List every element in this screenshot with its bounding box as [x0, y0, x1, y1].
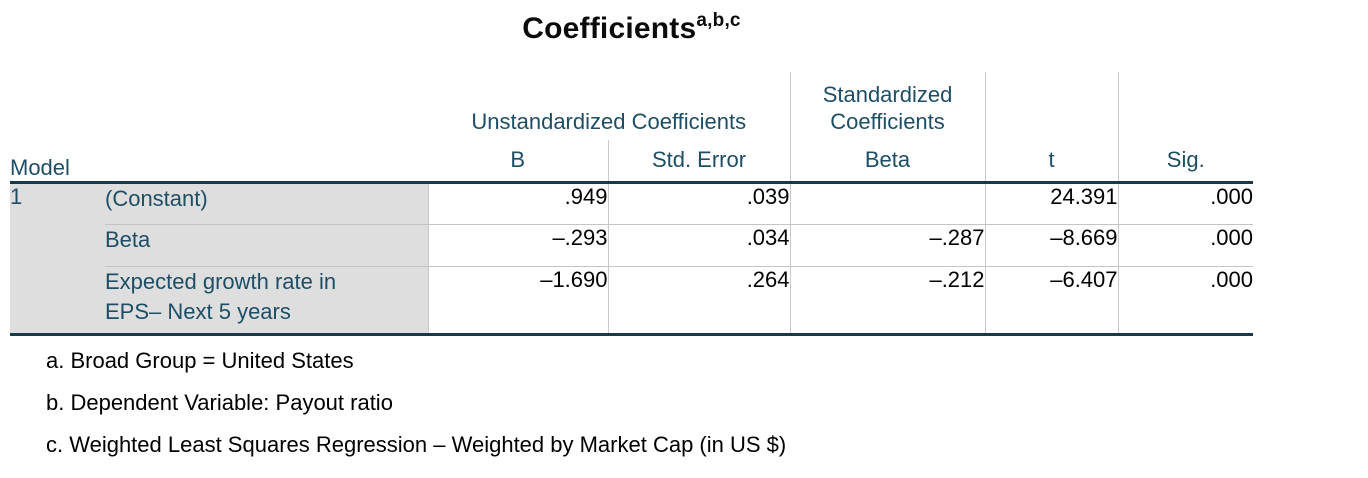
header-group-row: Unstandardized Coefficients Standardized…	[10, 72, 1253, 140]
cell-b: .949	[428, 182, 609, 225]
header-col-t: t	[985, 140, 1119, 184]
cell-t: 24.391	[985, 182, 1119, 225]
table-title: Coefficientsa,b,c	[10, 10, 1253, 54]
coefficients-output: Coefficientsa,b,c Unstandardized Coeffic…	[10, 6, 1254, 475]
cell-beta: –.287	[790, 224, 986, 267]
cell-sig: .000	[1118, 224, 1254, 267]
cell-std-error: .264	[608, 266, 791, 336]
row-label-constant: (Constant)	[105, 182, 429, 225]
cell-b: –1.690	[428, 266, 609, 336]
row-label-beta: Beta	[105, 224, 429, 267]
model-number-cell: 1	[10, 182, 105, 336]
table-row: 1 (Constant) .949 .039 24.391 .000	[10, 182, 1254, 336]
footnote-b: b. Dependent Variable: Payout ratio	[46, 389, 393, 415]
header-model: Model	[10, 140, 428, 184]
table-row: Beta –.293 .034 –.287 –8.669 .000	[10, 224, 1254, 267]
cell-t: –8.669	[985, 224, 1119, 267]
header-group-standardized: Standardized Coefficients	[790, 72, 986, 140]
header-col-b: B	[428, 140, 609, 184]
cell-beta	[790, 182, 986, 225]
cell-sig: .000	[1118, 266, 1254, 336]
header-t-spacer	[985, 72, 1119, 140]
footnote-c: c. Weighted Least Squares Regression – W…	[46, 431, 787, 457]
cell-std-error: .034	[608, 224, 791, 267]
header-group-unstandardized: Unstandardized Coefficients	[428, 72, 791, 140]
header-column-row: Model B Std. Error Beta t Sig.	[10, 140, 1254, 184]
row-label-text: Expected growth rate in EPS– Next 5 year…	[105, 268, 337, 324]
table-row: Expected growth rate in EPS– Next 5 year…	[10, 266, 1254, 336]
header-col-sig: Sig.	[1118, 140, 1254, 184]
cell-sig: .000	[1118, 182, 1254, 225]
header-col-std-error: Std. Error	[608, 140, 791, 184]
cell-t: –6.407	[985, 266, 1119, 336]
footnotes: a. Broad Group = United States b. Depend…	[46, 347, 1253, 457]
cell-b: –.293	[428, 224, 609, 267]
header-sig-spacer	[1118, 72, 1253, 140]
header-col-beta: Beta	[790, 140, 986, 184]
header-stub-spacer	[10, 72, 428, 140]
cell-beta: –.212	[790, 266, 986, 336]
footnote-a: a. Broad Group = United States	[46, 347, 354, 373]
table-title-footnote-markers: a,b,c	[696, 10, 741, 31]
table-title-text: Coefficients	[522, 12, 697, 45]
cell-std-error: .039	[608, 182, 791, 225]
coefficients-table: Unstandardized Coefficients Standardized…	[10, 72, 1254, 336]
row-label-expected-growth: Expected growth rate in EPS– Next 5 year…	[105, 266, 429, 336]
